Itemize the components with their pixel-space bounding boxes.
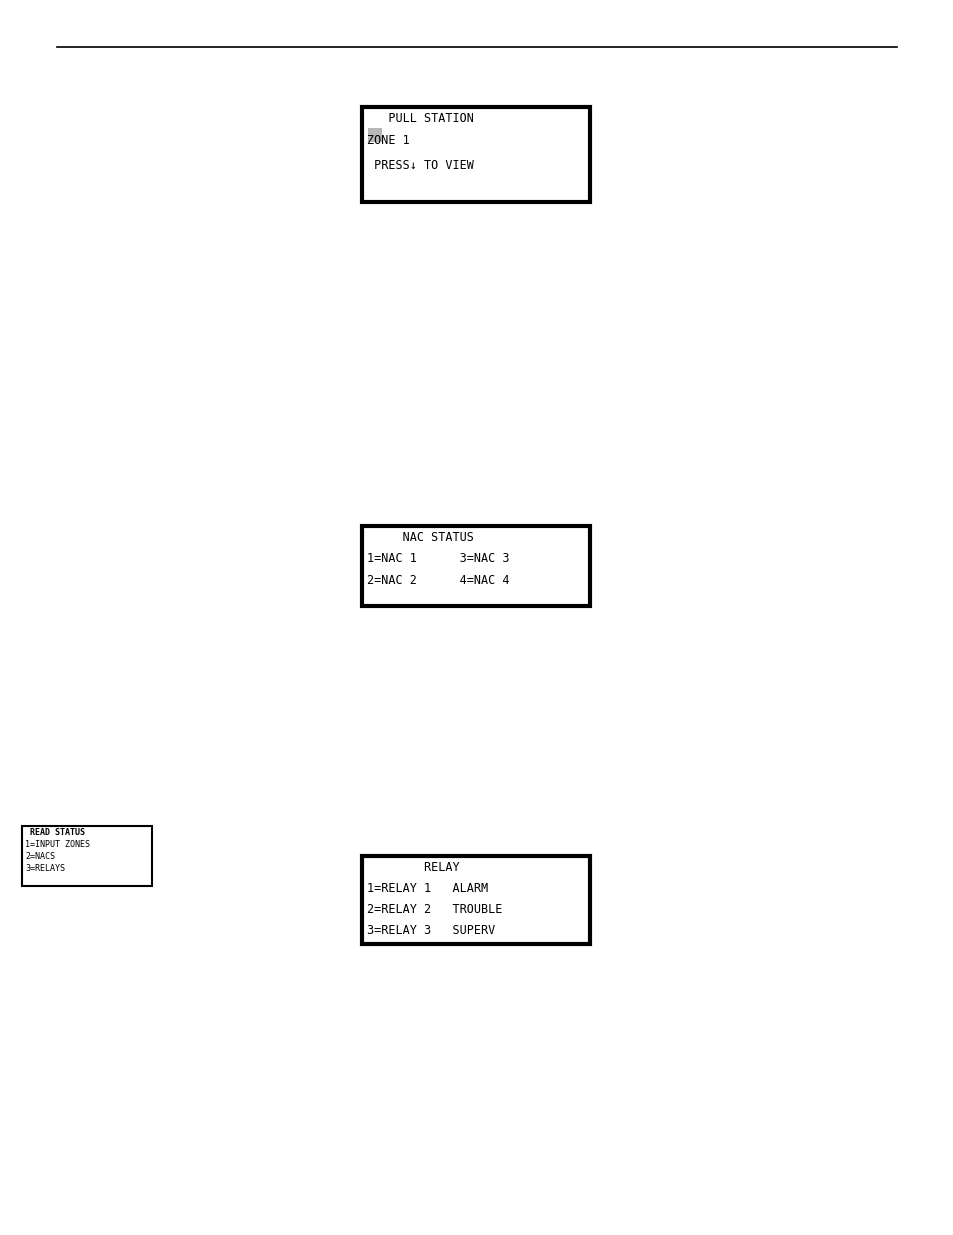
Text: PULL STATION: PULL STATION bbox=[367, 112, 474, 125]
Text: 2=NAC 2      4=NAC 4: 2=NAC 2 4=NAC 4 bbox=[367, 574, 509, 587]
Text: 2=RELAY 2   TROUBLE: 2=RELAY 2 TROUBLE bbox=[367, 903, 502, 916]
Text: PRESS↓ TO VIEW: PRESS↓ TO VIEW bbox=[367, 159, 474, 172]
Text: 3=RELAYS: 3=RELAYS bbox=[25, 864, 65, 873]
Bar bbox=[361, 526, 589, 606]
Text: 2=NACS: 2=NACS bbox=[25, 852, 55, 861]
Text: RELAY: RELAY bbox=[367, 861, 459, 874]
Text: ZONE 1: ZONE 1 bbox=[367, 135, 410, 147]
Bar bbox=[361, 107, 589, 203]
Bar bbox=[368, 128, 381, 142]
Text: 1=INPUT ZONES: 1=INPUT ZONES bbox=[25, 840, 90, 848]
Text: 1=RELAY 1   ALARM: 1=RELAY 1 ALARM bbox=[367, 882, 488, 895]
Text: READ STATUS: READ STATUS bbox=[25, 827, 85, 837]
Text: NAC STATUS: NAC STATUS bbox=[367, 531, 474, 543]
Text: 1=NAC 1      3=NAC 3: 1=NAC 1 3=NAC 3 bbox=[367, 552, 509, 564]
Text: 3=RELAY 3   SUPERV: 3=RELAY 3 SUPERV bbox=[367, 924, 495, 937]
Bar bbox=[361, 856, 589, 944]
Bar bbox=[22, 826, 152, 885]
